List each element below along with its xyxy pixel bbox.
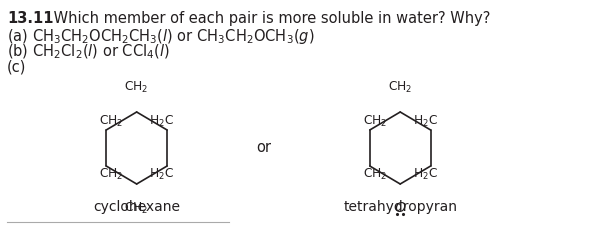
Text: $\mathit{O}$: $\mathit{O}$ [394, 201, 406, 215]
Text: $\mathregular{CH_2}$: $\mathregular{CH_2}$ [362, 167, 387, 182]
Text: $\mathregular{CH_2}$: $\mathregular{CH_2}$ [99, 114, 123, 129]
Text: $\mathregular{CH_2}$: $\mathregular{CH_2}$ [388, 80, 412, 95]
Text: tetrahydropyran: tetrahydropyran [343, 200, 457, 214]
Text: (c): (c) [7, 59, 26, 74]
Text: $\mathregular{CH_2}$: $\mathregular{CH_2}$ [124, 80, 149, 95]
Text: $\mathregular{H_2C}$: $\mathregular{H_2C}$ [413, 114, 438, 129]
Text: $\mathregular{H_2C}$: $\mathregular{H_2C}$ [413, 167, 438, 182]
Text: 13.11: 13.11 [7, 11, 53, 26]
Text: (a) $\mathregular{CH_3CH_2OCH_2CH_3}$($\it{l}$) or $\mathregular{CH_3CH_2OCH_3}$: (a) $\mathregular{CH_3CH_2OCH_2CH_3}$($\… [7, 27, 314, 46]
Text: $\mathregular{CH_2}$: $\mathregular{CH_2}$ [362, 114, 387, 129]
Text: $\mathregular{CH_2}$: $\mathregular{CH_2}$ [124, 201, 149, 216]
Text: cyclohexane: cyclohexane [93, 200, 180, 214]
Text: $\mathregular{H_2C}$: $\mathregular{H_2C}$ [149, 114, 174, 129]
Text: Which member of each pair is more soluble in water? Why?: Which member of each pair is more solubl… [49, 11, 490, 26]
Text: $\mathregular{CH_2}$: $\mathregular{CH_2}$ [99, 167, 123, 182]
Text: (b) $\mathregular{CH_2Cl_2}$($\it{l}$) or $\mathregular{CCl_4}$($\it{l}$): (b) $\mathregular{CH_2Cl_2}$($\it{l}$) o… [7, 43, 169, 61]
Text: or: or [256, 141, 271, 156]
Text: $\mathregular{H_2C}$: $\mathregular{H_2C}$ [149, 167, 174, 182]
